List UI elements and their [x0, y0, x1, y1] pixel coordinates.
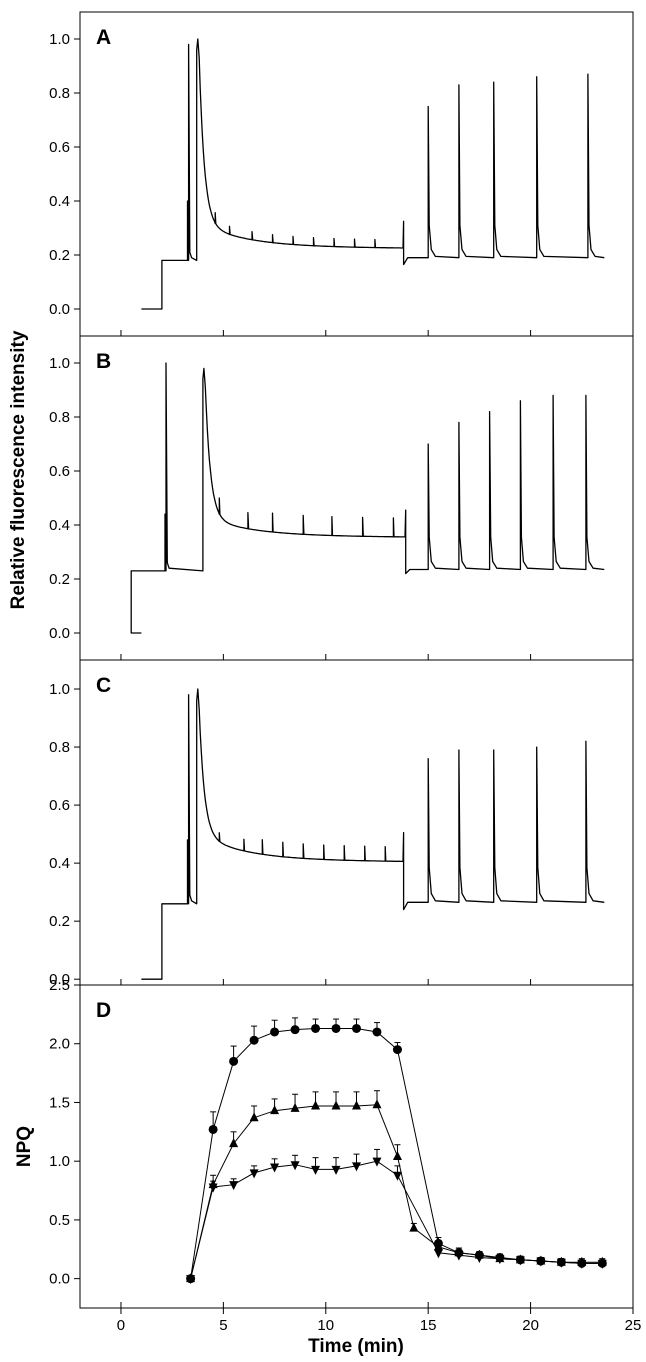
data-point-triangle-up [352, 1100, 361, 1110]
y-tick-label: 0.0 [49, 301, 70, 318]
data-point-triangle-down [454, 1251, 464, 1261]
data-point-triangle-down [392, 1171, 402, 1181]
data-point-circle [392, 1045, 402, 1055]
x-tick-label: 10 [317, 1317, 334, 1334]
y-tick-label: 0.5 [49, 1212, 70, 1229]
fluorescence-trace [141, 38, 605, 310]
data-point-circle [352, 1023, 361, 1033]
data-point-circle [229, 1056, 239, 1066]
y-tick-label: 1.0 [49, 355, 70, 372]
x-tick-label: 5 [219, 1317, 227, 1334]
y-tick-label: 1.5 [49, 1094, 70, 1111]
shared-y-axis-label: Relative fluorescence intensity [8, 330, 29, 609]
y-tick-label: 0.6 [49, 139, 70, 156]
data-point-triangle-up [311, 1100, 321, 1110]
data-point-triangle-down [270, 1163, 280, 1173]
data-point-triangle-down [331, 1165, 341, 1175]
data-point-triangle-down [536, 1257, 546, 1267]
data-point-circle [208, 1124, 218, 1134]
y-tick-label: 2.5 [49, 977, 70, 994]
data-point-triangle-up [372, 1099, 382, 1109]
y-tick-label: 0.8 [49, 409, 70, 426]
y-tick-label: 0.6 [49, 463, 70, 480]
panel-d: D 0.0 0.5 1.0 1.5 2.0 2.5 0 5 10 15 20 25 NPQ [14, 977, 641, 1334]
panels: A 0.0 0.2 0.4 0.6 0.8 1.0 B 0.0 0.2 0.4 0.6 0.8 1.0 C 0… [14, 11, 641, 1334]
data-point-circle [270, 1027, 280, 1037]
panel-letter: D [96, 999, 111, 1022]
y-tick-label: 1.0 [49, 1153, 70, 1170]
y-tick-label: 0.0 [49, 971, 70, 988]
data-point-triangle-down [352, 1162, 361, 1172]
data-point-circle [249, 1035, 259, 1045]
series-line-triangle-up [190, 1104, 603, 1279]
data-point-triangle-down [495, 1255, 505, 1265]
series-line-triangle-down [190, 1160, 603, 1279]
y-tick-label: 1.0 [49, 31, 70, 48]
plot-frame [79, 335, 634, 661]
panel-letter: B [96, 350, 111, 373]
data-point-triangle-up [392, 1150, 402, 1160]
data-point-triangle-down [186, 1275, 196, 1285]
panel-b: B 0.0 0.2 0.4 0.6 0.8 1.0 [49, 335, 634, 661]
data-point-circle [311, 1023, 321, 1033]
panel-c: C 0.0 0.2 0.4 0.6 0.8 1.0 [49, 659, 634, 988]
data-point-triangle-up [270, 1105, 280, 1115]
y-tick-label: 0.8 [49, 85, 70, 102]
y-tick-label: 2.0 [49, 1036, 70, 1053]
panel-a: A 0.0 0.2 0.4 0.6 0.8 1.0 [49, 11, 634, 337]
x-tick-label: 20 [522, 1317, 539, 1334]
data-point-triangle-down [474, 1253, 484, 1263]
data-point-triangle-down [249, 1169, 259, 1179]
data-point-triangle-down [290, 1161, 300, 1171]
y-tick-label: 0.0 [49, 625, 70, 642]
data-point-triangle-down [597, 1259, 607, 1269]
x-axis-label: Time (min) [308, 1336, 404, 1357]
y-tick-label: 0.4 [49, 193, 70, 210]
panel-letter: C [96, 674, 111, 697]
y-tick-label: 0.4 [49, 855, 70, 872]
data-point-circle [372, 1027, 382, 1037]
y-tick-label: 0.8 [49, 739, 70, 756]
data-point-triangle-down [515, 1256, 525, 1266]
data-point-triangle-down [372, 1157, 382, 1167]
data-point-triangle-down [577, 1259, 587, 1269]
data-point-triangle-up [331, 1100, 341, 1110]
data-point-triangle-up [229, 1138, 239, 1148]
data-point-triangle-down [311, 1165, 321, 1175]
x-tick-label: 25 [625, 1317, 642, 1334]
data-point-triangle-up [249, 1112, 259, 1122]
x-tick-label: 15 [420, 1317, 437, 1334]
y-tick-label: 0.2 [49, 913, 70, 930]
plot-frame [79, 11, 634, 337]
fluorescence-trace [130, 362, 605, 634]
data-point-triangle-down [208, 1183, 218, 1193]
panel-letter: A [96, 26, 111, 49]
fluorescence-trace [141, 688, 605, 980]
y-tick-label: 0.2 [49, 571, 70, 588]
plot-frame [79, 659, 634, 986]
data-point-triangle-down [433, 1249, 443, 1259]
y-tick-label: 0.0 [49, 1271, 70, 1288]
y-tick-label: 0.4 [49, 517, 70, 534]
data-point-circle [290, 1025, 300, 1035]
x-tick-label: 0 [117, 1317, 125, 1334]
y-tick-label: 0.2 [49, 247, 70, 264]
y-tick-label: 1.0 [49, 681, 70, 698]
data-point-triangle-up [409, 1222, 419, 1232]
data-point-triangle-down [556, 1258, 566, 1268]
y-tick-label: 0.6 [49, 797, 70, 814]
data-point-triangle-down [229, 1181, 239, 1191]
data-point-circle [331, 1023, 341, 1033]
data-point-triangle-up [290, 1102, 300, 1112]
y-axis-label: NPQ [14, 1126, 35, 1167]
plot-frame [79, 984, 634, 1309]
